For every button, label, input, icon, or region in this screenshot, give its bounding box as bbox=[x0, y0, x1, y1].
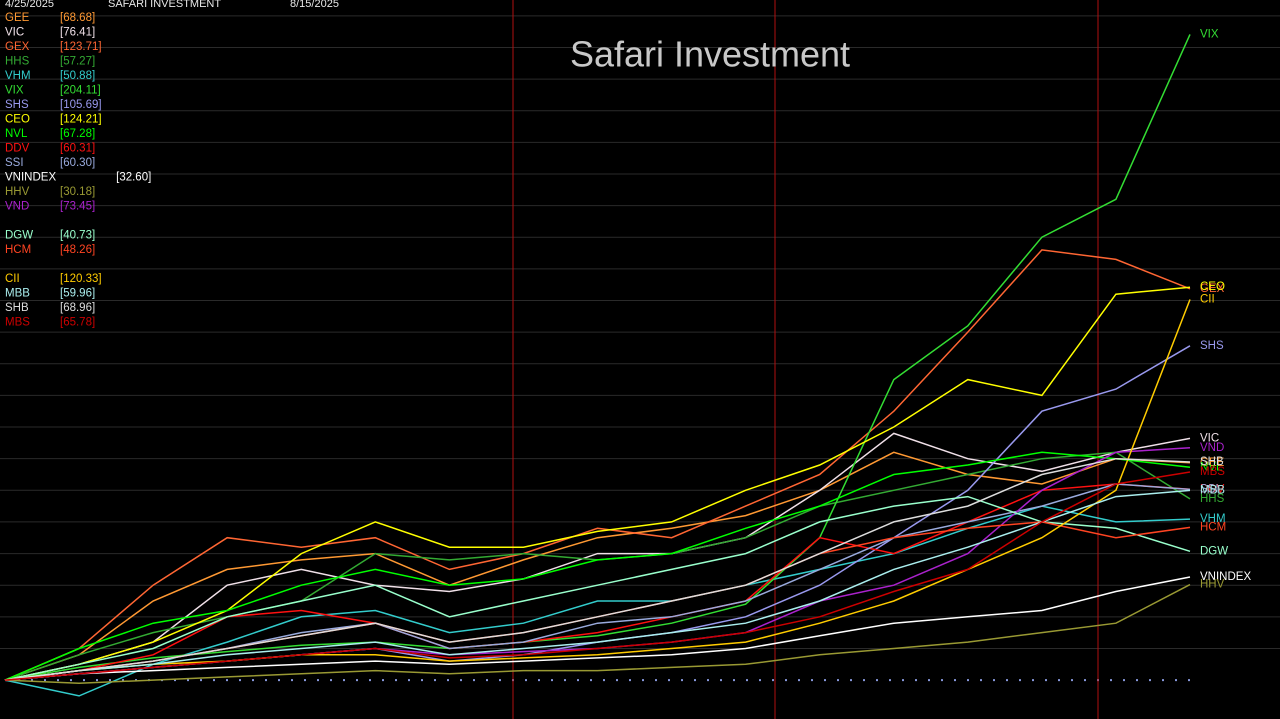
legend-name: SSI bbox=[5, 157, 24, 169]
series-end-label: HCM bbox=[1200, 521, 1226, 533]
lines bbox=[4, 34, 1191, 697]
series-end-label: HHV bbox=[1200, 579, 1225, 591]
legend-name: VHM bbox=[5, 70, 31, 82]
series-line bbox=[4, 451, 1191, 681]
series-end-label: GEX bbox=[1200, 283, 1225, 295]
series-end-label: MBS bbox=[1200, 466, 1225, 478]
end-date: 8/15/2025 bbox=[290, 0, 339, 10]
chart-title: Safari Investment bbox=[570, 34, 850, 75]
legend-value: [123.71] bbox=[60, 41, 102, 53]
legend-value: [120.33] bbox=[60, 273, 102, 285]
series-end-label: VIX bbox=[1200, 28, 1219, 40]
legend-name: GEX bbox=[5, 41, 30, 53]
series-end-label: NVL bbox=[1200, 461, 1223, 473]
series-end-label: CEO bbox=[1200, 281, 1225, 293]
legend-name: MBS bbox=[5, 317, 30, 329]
legend-value: [73.45] bbox=[60, 201, 95, 213]
legend-value: [65.78] bbox=[60, 317, 95, 329]
series-line bbox=[4, 495, 1191, 681]
legend-value: [60.30] bbox=[60, 157, 95, 169]
labels: GEE GEE [68.68] VIC VIC [76.41] GEX GEX [123.71]… bbox=[5, 12, 1251, 591]
start-date: 4/25/2025 bbox=[5, 0, 54, 10]
legend-value: [40.73] bbox=[60, 230, 95, 242]
legend-value: [48.26] bbox=[60, 244, 95, 256]
legend-name: HCM bbox=[5, 244, 31, 256]
series-line bbox=[4, 34, 1191, 681]
series-line bbox=[4, 471, 1191, 681]
legend-value: [124.21] bbox=[60, 114, 102, 126]
legend-value: [30.18] bbox=[60, 186, 95, 198]
series-end-label: CII bbox=[1200, 293, 1215, 305]
legend-value: [105.69] bbox=[60, 99, 102, 111]
series-line bbox=[4, 576, 1191, 681]
series-line bbox=[4, 286, 1191, 681]
legend-value: [59.96] bbox=[60, 288, 95, 300]
series-line bbox=[4, 505, 1191, 697]
legend-value: [60.31] bbox=[60, 143, 95, 155]
series-line bbox=[4, 299, 1191, 681]
series-end-label: VIC bbox=[1200, 432, 1219, 444]
series-line bbox=[4, 457, 1191, 681]
series-end-label: VND bbox=[1200, 442, 1224, 454]
legend-name: CII bbox=[5, 273, 20, 285]
series-end-label: VNINDEX bbox=[1200, 571, 1251, 583]
legend-name: MBB bbox=[5, 288, 30, 300]
legend-name: GEE bbox=[5, 12, 30, 24]
series-line bbox=[4, 483, 1191, 681]
legend-value: [57.27] bbox=[60, 56, 95, 68]
series-line bbox=[4, 489, 1191, 681]
legend-name: NVL bbox=[5, 128, 28, 140]
series-end-label: SSI bbox=[1200, 483, 1219, 495]
series-line bbox=[4, 583, 1191, 685]
series-end-label: SHB bbox=[1200, 456, 1224, 468]
legend-value: [50.88] bbox=[60, 70, 95, 82]
legend-value: [204.11] bbox=[60, 85, 101, 97]
legend-name: VND bbox=[5, 201, 29, 213]
legend-value: [67.28] bbox=[60, 128, 95, 140]
legend-name: SHB bbox=[5, 302, 29, 314]
legend-name: VIC bbox=[5, 27, 24, 39]
grid bbox=[0, 15, 1280, 682]
legend-name: CEO bbox=[5, 114, 30, 126]
legend-name: HHV bbox=[5, 186, 30, 198]
legend-name: VNINDEX bbox=[5, 172, 56, 184]
legend-name: VIX bbox=[5, 85, 24, 97]
legend-name: DGW bbox=[5, 230, 33, 242]
series-end-label: VHM bbox=[1200, 513, 1226, 525]
series-end-label: SHS bbox=[1200, 340, 1224, 352]
series-end-label: DDV bbox=[1200, 483, 1225, 495]
series-line bbox=[4, 249, 1191, 681]
legend-value: [76.41] bbox=[60, 27, 95, 39]
legend-name: HHS bbox=[5, 56, 30, 68]
header: SAFARI INVESTMENT bbox=[108, 0, 221, 10]
legend-value: [32.60] bbox=[116, 172, 151, 184]
series-end-label: DGW bbox=[1200, 545, 1228, 557]
series-end-label: GEE bbox=[1200, 457, 1225, 469]
series-end-label: HHS bbox=[1200, 493, 1225, 505]
legend-value: [68.68] bbox=[60, 12, 95, 24]
legend-name: SHS bbox=[5, 99, 29, 111]
legend-name: DDV bbox=[5, 143, 30, 155]
legend-value: [68.96] bbox=[60, 302, 95, 314]
series-line bbox=[4, 451, 1191, 681]
series-end-label: MBB bbox=[1200, 484, 1225, 496]
